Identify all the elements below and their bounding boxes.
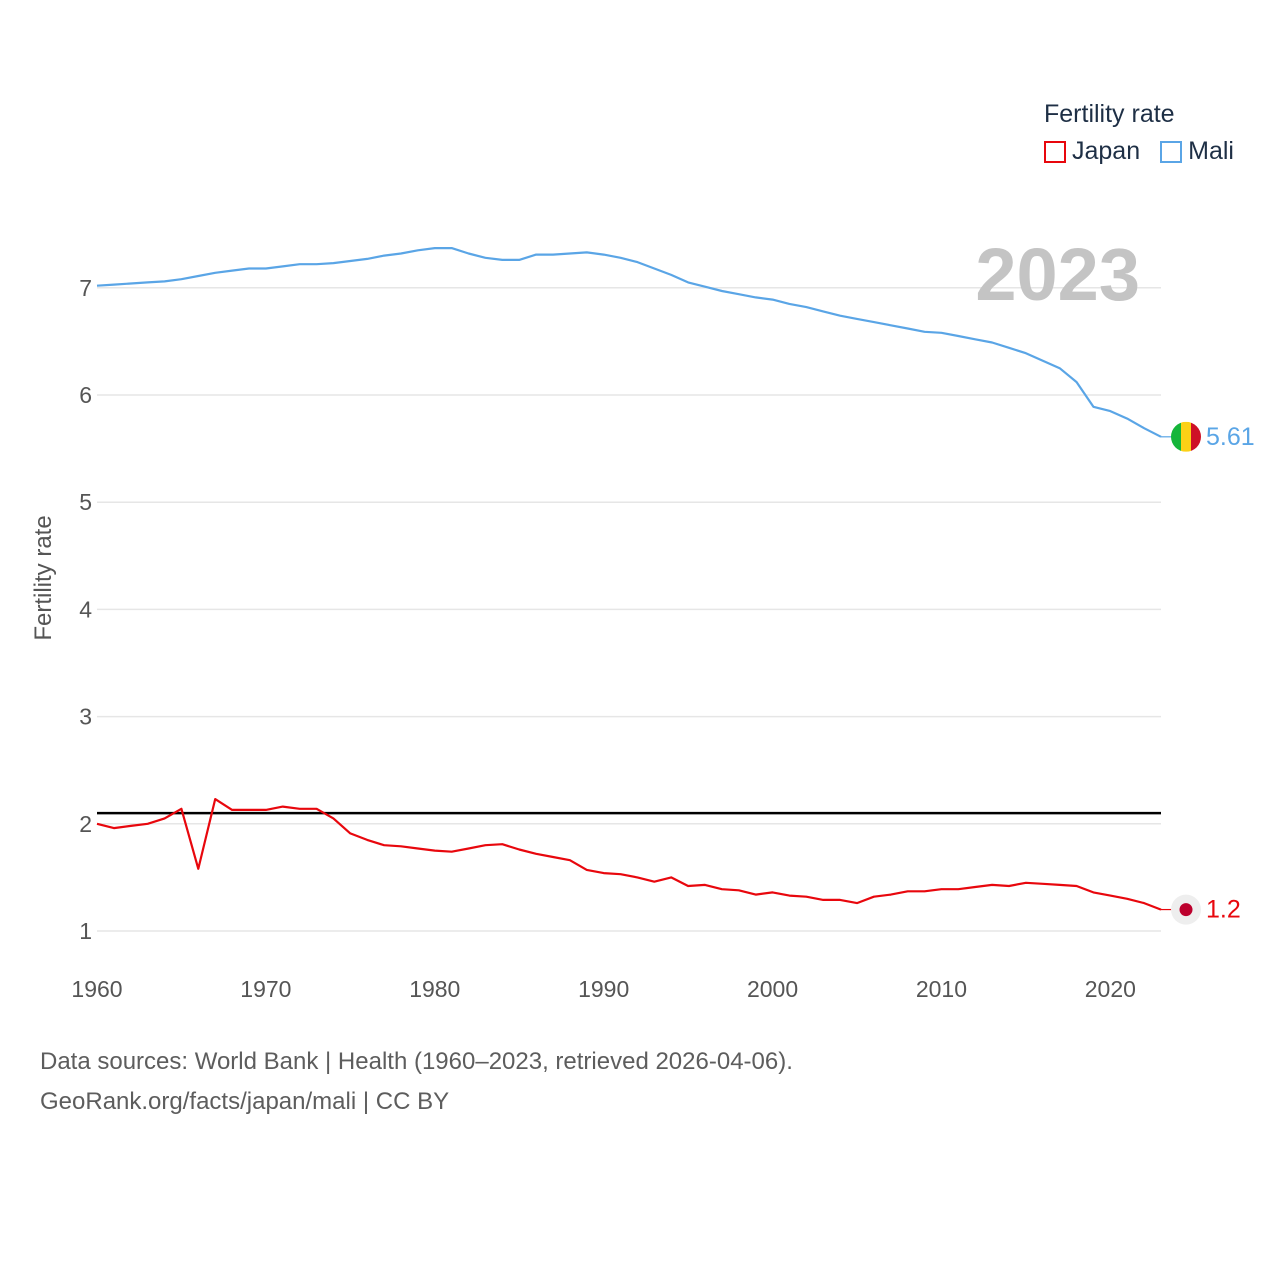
gridlines <box>97 287 1161 932</box>
legend: Fertility rate Japan Mali <box>1044 100 1234 166</box>
y-tick-label-7: 7 <box>79 275 92 301</box>
data-sources-note: Data sources: World Bank | Health (1960–… <box>40 1048 793 1075</box>
x-tick-label-1960: 1960 <box>71 976 122 1002</box>
japan-flag-icon <box>1171 894 1201 925</box>
x-tick-label-2010: 2010 <box>916 976 967 1002</box>
x-tick-label-1970: 1970 <box>240 976 291 1002</box>
y-axis-title: Fertility rate <box>30 515 57 640</box>
legend-label-mali: Mali <box>1188 137 1234 165</box>
y-tick-label-2: 2 <box>79 811 92 837</box>
y-axis-ticks: 1 2 3 4 5 6 7 <box>79 275 92 944</box>
footer: Data sources: World Bank | Health (1960–… <box>40 1042 793 1122</box>
series-line-japan[interactable] <box>96 797 1162 911</box>
y-tick-label-1: 1 <box>79 918 92 944</box>
legend-label-japan: Japan <box>1072 137 1141 165</box>
series-group <box>96 247 1172 911</box>
japan-end-value-label: 1.2 <box>1206 896 1241 924</box>
year-badge: 2023 <box>975 233 1140 316</box>
legend-title: Fertility rate <box>1044 100 1175 128</box>
y-tick-label-3: 3 <box>79 704 92 730</box>
x-tick-label-2020: 2020 <box>1085 976 1136 1002</box>
japan-swatch-icon <box>1044 140 1066 163</box>
mali-swatch-icon <box>1160 140 1183 163</box>
y-tick-label-4: 4 <box>79 596 92 622</box>
x-tick-label-1980: 1980 <box>409 976 460 1002</box>
mali-flag-icon <box>1171 421 1201 452</box>
x-tick-label-2000: 2000 <box>747 976 798 1002</box>
legend-item-japan[interactable]: Japan <box>1044 137 1140 166</box>
x-axis-ticks: 1960 1970 1980 1990 2000 2010 2020 <box>71 976 1136 1002</box>
y-tick-label-5: 5 <box>79 489 92 515</box>
mali-end-value-label: 5.61 <box>1206 423 1255 451</box>
legend-item-mali[interactable]: Mali <box>1160 137 1234 166</box>
y-tick-label-6: 6 <box>79 382 92 408</box>
source-link[interactable]: GeoRank.org/facts/japan/mali | CC BY <box>40 1088 450 1115</box>
x-tick-label-1990: 1990 <box>578 976 629 1002</box>
series-line-mali[interactable] <box>96 247 1162 438</box>
